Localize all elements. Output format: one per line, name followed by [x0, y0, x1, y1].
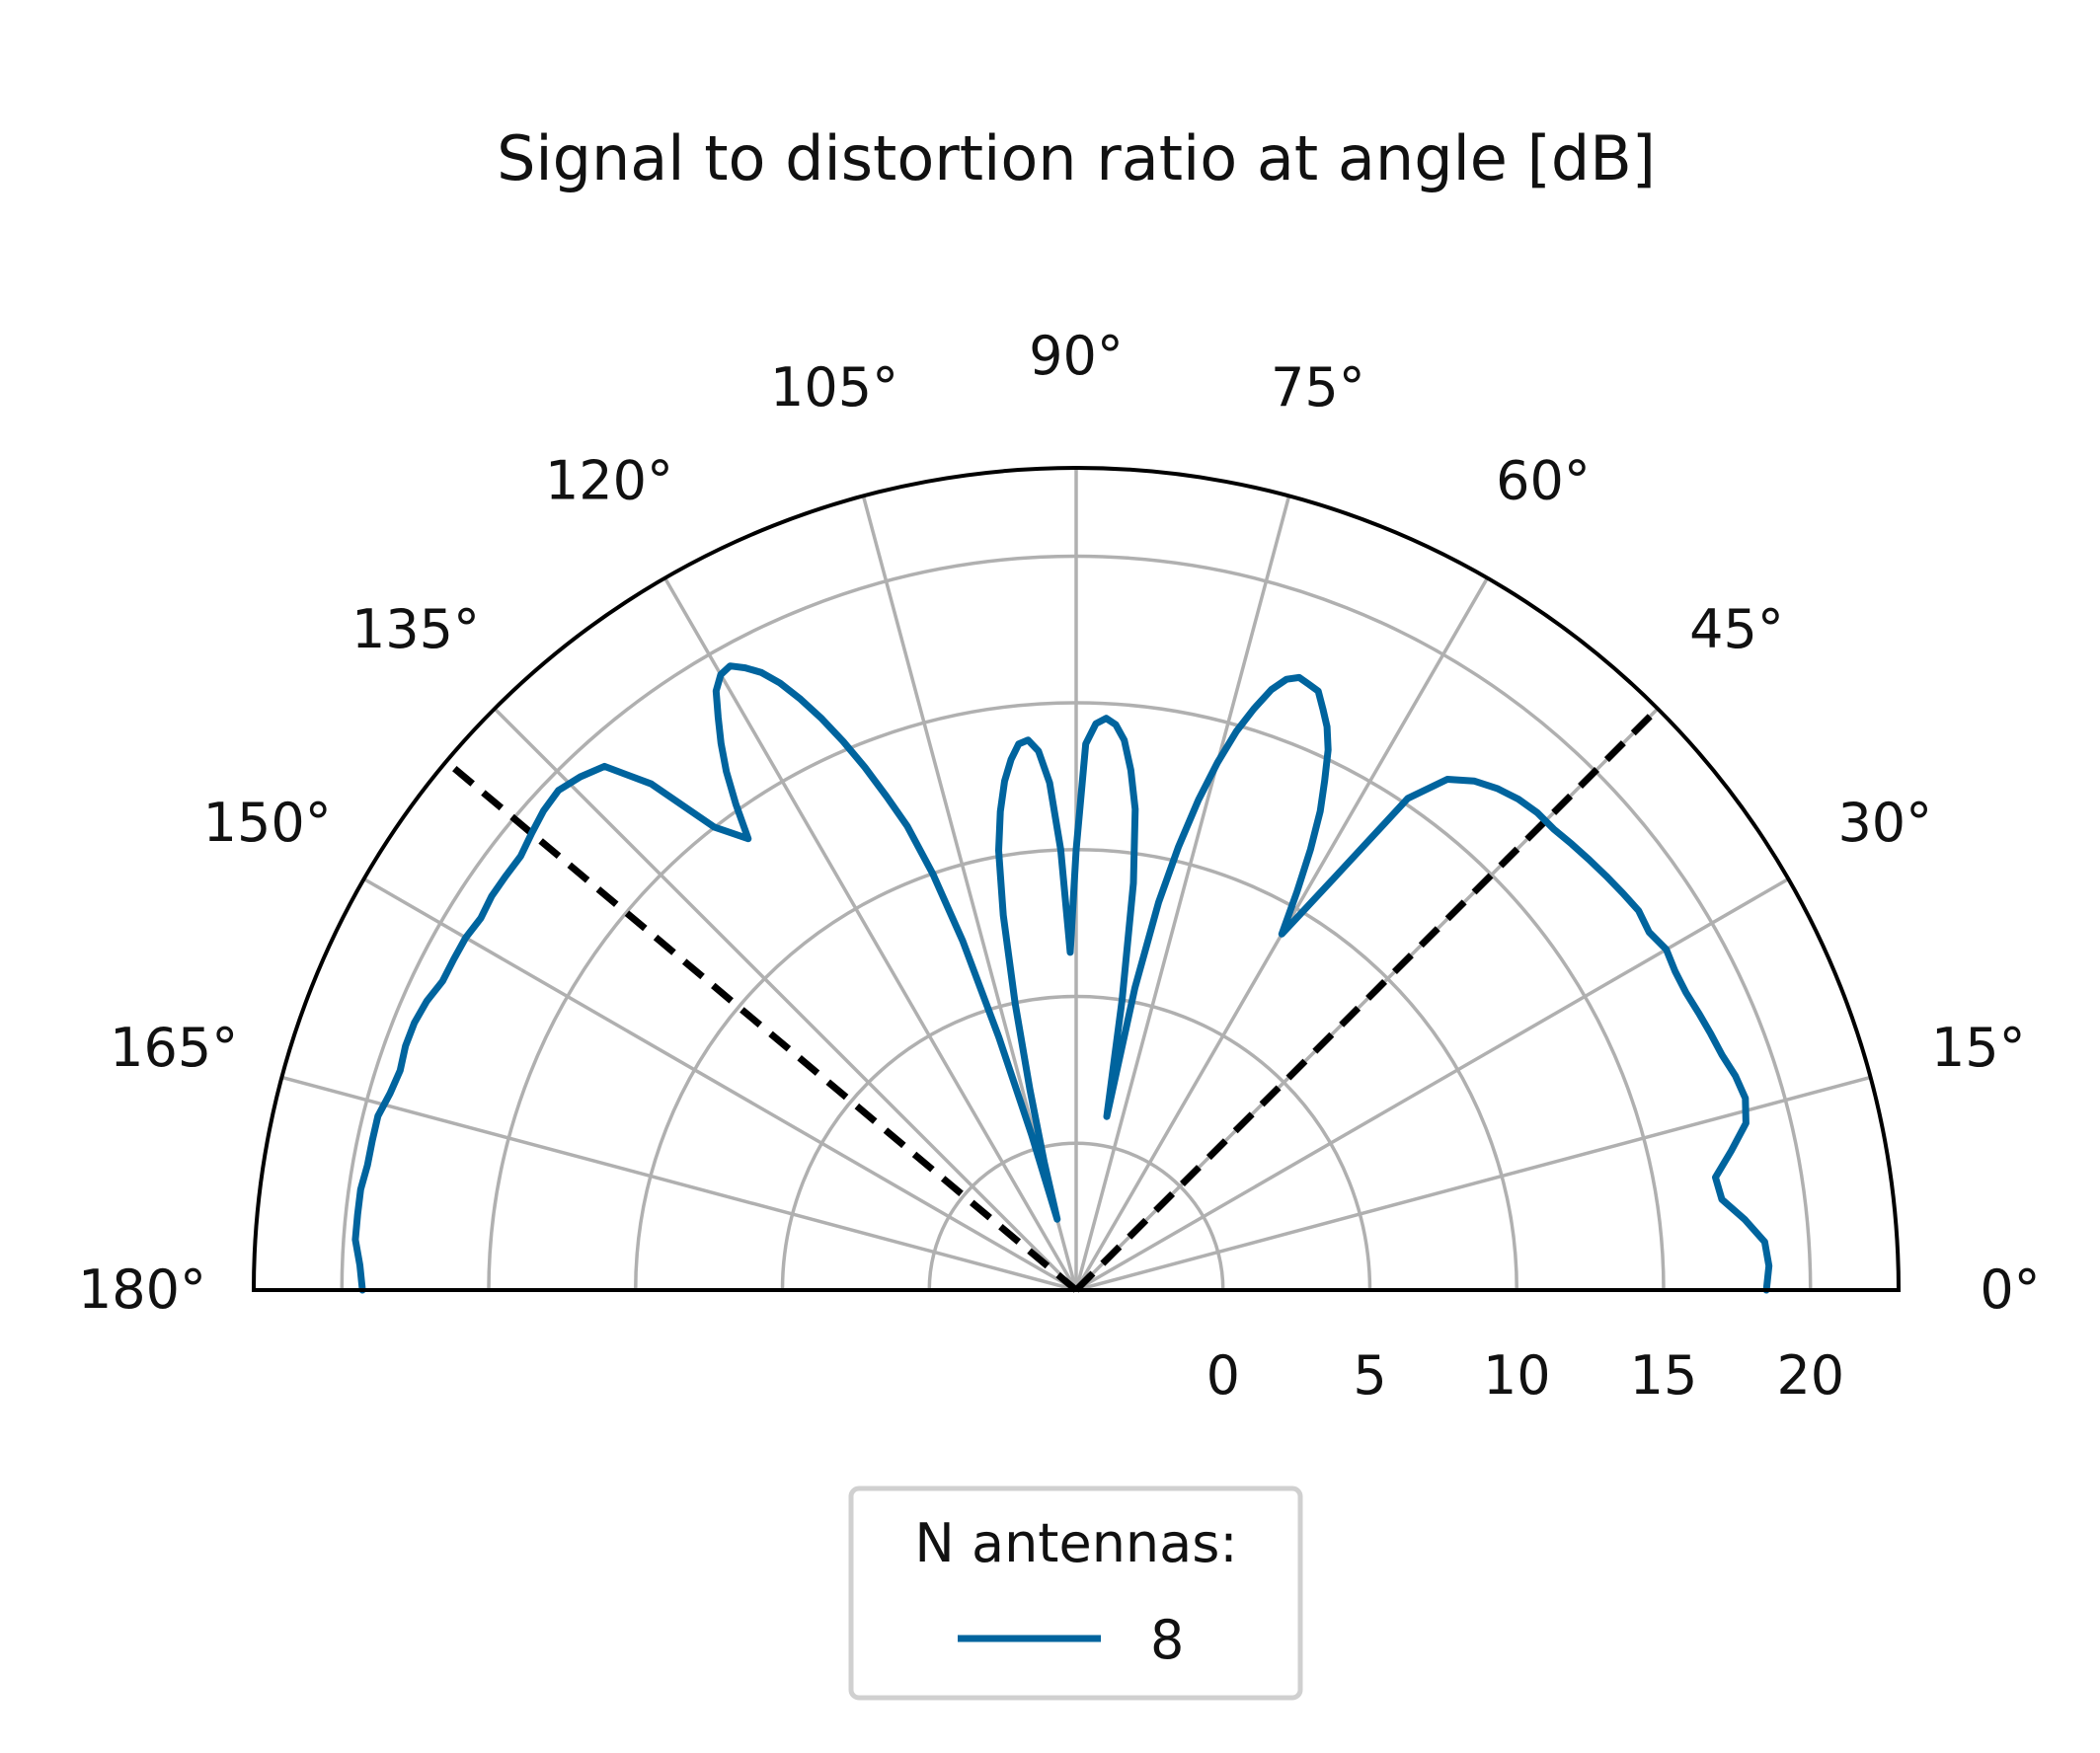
polar-frame: [251, 466, 1902, 1292]
theta-tick-label: 165°: [110, 1017, 238, 1079]
theta-tick-label: 150°: [203, 792, 332, 854]
theta-grid-spoke: [662, 576, 1078, 1291]
theta-grid-spoke: [280, 1075, 1077, 1292]
theta-tick-label: 105°: [770, 356, 898, 419]
theta-grid-spoke: [362, 876, 1077, 1292]
theta-grid-spoke: [1075, 876, 1790, 1292]
reference-line: [1073, 706, 1661, 1293]
reference-lines: [443, 706, 1661, 1293]
theta-tick-label: 135°: [351, 598, 480, 660]
theta-tick-label: 120°: [545, 450, 673, 512]
theta-tick-label: 0°: [1980, 1258, 2040, 1321]
chart-title: Signal to distortion ratio at angle [dB]: [497, 122, 1656, 194]
legend-box: [848, 1486, 1303, 1701]
theta-tick-label: 90°: [1029, 325, 1124, 387]
r-tick-label: 5: [1353, 1344, 1386, 1407]
r-tick-label: 10: [1483, 1344, 1551, 1407]
theta-tick-label: 30°: [1837, 792, 1932, 854]
theta-grid-spoke: [1075, 1075, 1872, 1292]
theta-tick-label: 45°: [1689, 598, 1784, 660]
legend-entry-label: 8: [1150, 1609, 1184, 1671]
plot-frame: [251, 466, 1902, 1292]
r-tick-labels: 0 5 10 15 20: [1206, 1344, 1845, 1407]
theta-tick-label: 75°: [1271, 356, 1365, 419]
legend-title: N antennas:: [914, 1512, 1237, 1574]
r-tick-label: 20: [1776, 1344, 1844, 1407]
theta-grid-spoke: [1074, 495, 1291, 1291]
reference-line: [443, 758, 1079, 1293]
r-tick-label: 15: [1630, 1344, 1698, 1407]
theta-tick-label: 180°: [78, 1258, 206, 1321]
legend: N antennas: 8: [848, 1486, 1303, 1701]
r-tick-label: 0: [1206, 1344, 1240, 1407]
theta-tick-labels: 0° 15° 30° 45° 60° 75° 90° 105° 120° 135° 150° 165°…: [78, 325, 2041, 1321]
theta-tick-label: 15°: [1931, 1017, 2026, 1079]
series-layer: [351, 662, 1773, 1294]
theta-grid-spoke: [493, 707, 1078, 1292]
theta-tick-label: 60°: [1496, 450, 1591, 512]
series-line-8: [351, 662, 1773, 1294]
